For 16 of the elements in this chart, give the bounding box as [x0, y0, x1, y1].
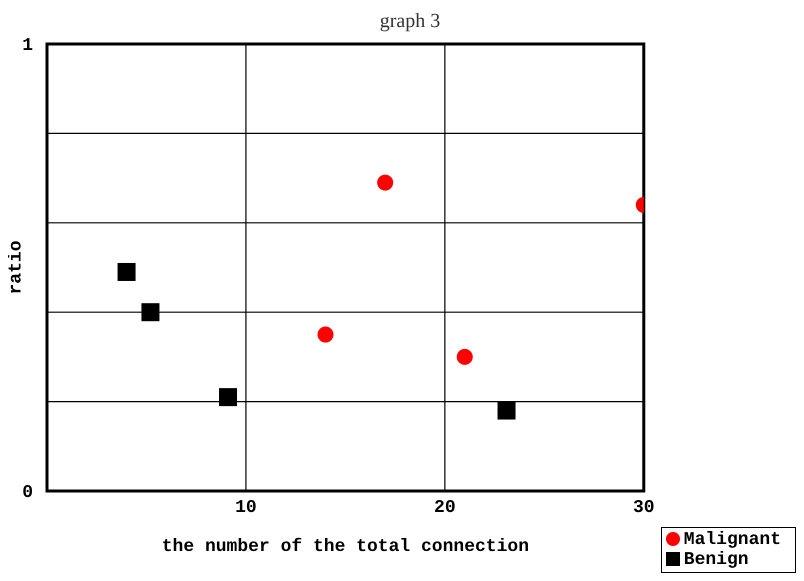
y-tick-label: 0: [22, 483, 33, 503]
point: [219, 388, 238, 406]
point: [456, 348, 473, 365]
x-tick-label: 10: [235, 498, 257, 518]
point: [498, 402, 516, 420]
point: [318, 326, 334, 343]
legend-label: Benign: [684, 550, 749, 570]
y-tick-label: 1: [22, 36, 34, 56]
x-tick-label: 30: [632, 498, 655, 518]
point: [118, 262, 136, 281]
point: [141, 303, 160, 322]
chart-title: graph 3: [378, 10, 442, 33]
legend-label: Malignant: [684, 530, 781, 550]
x-tick-label: 20: [434, 498, 456, 518]
x-axis-title: the number of the total connection: [162, 537, 530, 557]
point: [377, 174, 394, 191]
